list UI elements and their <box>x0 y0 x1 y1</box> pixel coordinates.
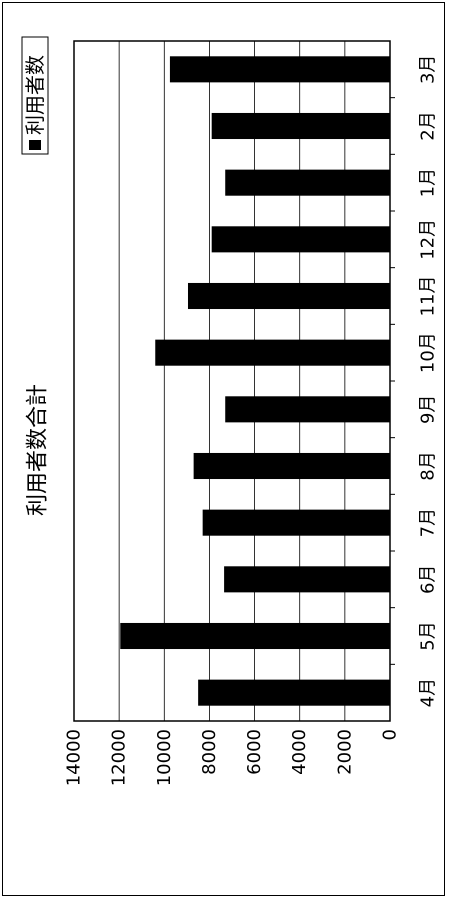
category-label: 11月 <box>418 276 439 317</box>
category-label: 9月 <box>418 395 439 424</box>
bar <box>169 56 390 83</box>
category-label: 10月 <box>418 332 439 373</box>
value-tick-label: 6000 <box>244 729 265 775</box>
bar <box>202 509 390 536</box>
legend-box <box>21 36 49 155</box>
bar <box>224 566 390 593</box>
bar <box>120 622 391 650</box>
legend: 利用者数 <box>21 36 49 155</box>
value-tick-label: 4000 <box>289 729 310 775</box>
value-tick-label: 12000 <box>109 729 130 786</box>
value-tick-label: 2000 <box>334 729 355 775</box>
category-label: 6月 <box>418 565 439 594</box>
bar <box>211 112 390 140</box>
category-label: 4月 <box>418 678 439 707</box>
value-tick-label: 14000 <box>64 729 85 786</box>
bar <box>193 452 390 480</box>
plot-area <box>73 40 391 722</box>
category-label: 3月 <box>418 55 439 84</box>
legend-swatch <box>29 140 41 150</box>
category-label: 1月 <box>418 168 439 197</box>
category-label: 5月 <box>418 621 439 650</box>
bar <box>211 226 390 253</box>
value-tick-label: 10000 <box>154 729 175 786</box>
bar <box>187 282 390 310</box>
chart-title: 利用者数合計 <box>26 384 51 516</box>
category-label: 2月 <box>418 111 439 140</box>
category-label: 12月 <box>418 219 439 260</box>
bar <box>155 339 390 366</box>
bar <box>198 679 390 706</box>
bar <box>225 396 390 423</box>
category-label: 8月 <box>418 451 439 480</box>
bar <box>225 169 390 196</box>
legend-label: 利用者数 <box>23 55 47 135</box>
category-label: 7月 <box>418 508 439 537</box>
value-tick-label: 8000 <box>199 729 220 775</box>
value-tick-label: 0 <box>380 729 401 740</box>
